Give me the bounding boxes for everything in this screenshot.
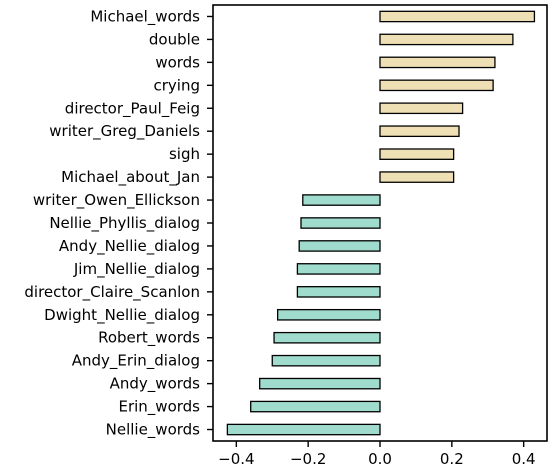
category-label: director_Paul_Feig: [65, 99, 200, 118]
category-label: words: [155, 53, 200, 71]
bar: [379, 79, 494, 92]
bar: [379, 171, 455, 183]
category-label: writer_Greg_Daniels: [49, 122, 200, 141]
category-label: Andy_Nellie_dialog: [59, 237, 200, 256]
category-label: Andy_Erin_dialog: [72, 352, 200, 371]
category-label: writer_Owen_Ellickson: [33, 191, 200, 210]
x-tick-label: 0.0: [368, 450, 392, 468]
bar: [298, 240, 381, 252]
x-tick-label: 0.2: [440, 450, 464, 468]
bar: [271, 354, 381, 367]
bar: [302, 194, 381, 206]
y-axis: [207, 15, 213, 431]
bar: [379, 102, 464, 115]
x-tick-label: 0.4: [512, 450, 536, 468]
category-label: Jim_Nellie_dialog: [73, 260, 200, 279]
category-label: Erin_words: [118, 398, 200, 417]
bar: [250, 400, 381, 413]
bar: [276, 308, 381, 321]
x-tick-label: −0.4: [218, 450, 254, 468]
category-label: double: [149, 30, 200, 48]
bar: [379, 56, 496, 69]
category-label: Andy_words: [110, 375, 201, 394]
category-label: Michael_about_Jan: [61, 168, 200, 187]
x-axis: −0.4 −0.2 0.0 0.2 0.4: [218, 441, 536, 468]
category-label: Robert_words: [98, 329, 200, 348]
plot-frame: [212, 4, 548, 442]
bar: [273, 331, 381, 344]
bar: [379, 33, 514, 46]
category-label: Nellie_Phyllis_dialog: [49, 214, 200, 233]
bars-group: [226, 10, 536, 436]
bar: [296, 263, 381, 275]
category-label: Nellie_words: [106, 421, 201, 440]
category-label: crying: [154, 76, 201, 94]
bar: [379, 10, 536, 23]
bar: [226, 423, 381, 436]
bar: [379, 125, 460, 138]
category-label: Dwight_Nellie_dialog: [44, 306, 200, 325]
bar: [259, 377, 381, 390]
bar: [300, 217, 381, 229]
bar: [379, 148, 455, 160]
bar: [296, 286, 381, 298]
category-label: Michael_words: [90, 7, 200, 26]
category-label: director_Claire_Scanlon: [24, 283, 200, 302]
category-label: sigh: [169, 145, 200, 163]
x-tick-label: −0.2: [290, 450, 326, 468]
